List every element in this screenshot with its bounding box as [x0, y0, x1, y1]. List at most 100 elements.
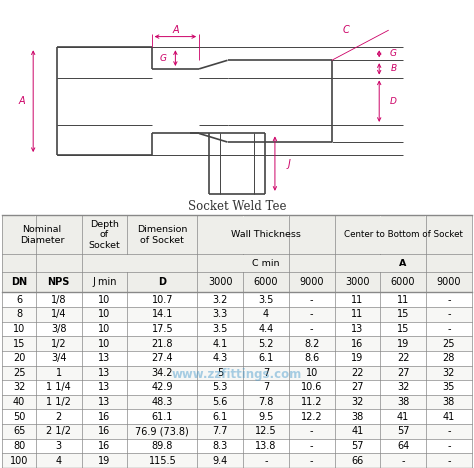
Text: 1 1/4: 1 1/4 — [46, 382, 71, 393]
Bar — [2, 410, 472, 424]
Text: 6000: 6000 — [254, 277, 278, 287]
Text: 13.8: 13.8 — [255, 441, 277, 451]
Text: 6.1: 6.1 — [258, 353, 273, 363]
Text: 16: 16 — [351, 338, 364, 349]
Text: 8.3: 8.3 — [213, 441, 228, 451]
Text: 9000: 9000 — [437, 277, 461, 287]
Text: 25: 25 — [13, 368, 26, 378]
Text: 3/8: 3/8 — [51, 324, 66, 334]
Text: 3/4: 3/4 — [51, 353, 66, 363]
Text: 15: 15 — [397, 324, 409, 334]
Bar — [288, 216, 289, 254]
Text: 6: 6 — [16, 295, 22, 305]
Text: 41: 41 — [351, 426, 364, 436]
Text: 15: 15 — [13, 338, 25, 349]
Bar — [2, 439, 472, 453]
Text: 12.2: 12.2 — [301, 412, 322, 422]
Text: 11.2: 11.2 — [301, 397, 322, 407]
Text: 5.2: 5.2 — [258, 338, 273, 349]
Text: 15: 15 — [397, 309, 409, 319]
Bar — [2, 336, 472, 351]
Text: 3.3: 3.3 — [213, 309, 228, 319]
Text: 27.4: 27.4 — [152, 353, 173, 363]
Text: 14.1: 14.1 — [152, 309, 173, 319]
Text: DN: DN — [11, 277, 27, 287]
Text: NPS: NPS — [47, 277, 70, 287]
Bar — [2, 292, 472, 307]
Text: -: - — [310, 456, 313, 466]
Text: 57: 57 — [351, 441, 364, 451]
Bar — [81, 255, 82, 272]
Text: 1/2: 1/2 — [51, 338, 66, 349]
Text: -: - — [447, 309, 450, 319]
Text: A: A — [18, 96, 25, 106]
Bar — [2, 322, 472, 336]
Text: 11: 11 — [351, 295, 364, 305]
Text: 38: 38 — [351, 412, 364, 422]
Text: 50: 50 — [13, 412, 25, 422]
Text: 100: 100 — [10, 456, 28, 466]
Text: 2: 2 — [55, 412, 62, 422]
Bar — [127, 255, 128, 272]
Text: 8: 8 — [16, 309, 22, 319]
Text: -: - — [447, 295, 450, 305]
Text: 7.8: 7.8 — [258, 397, 273, 407]
Text: 1/4: 1/4 — [51, 309, 66, 319]
Text: 38: 38 — [397, 397, 409, 407]
Text: 12.5: 12.5 — [255, 426, 277, 436]
Text: 35: 35 — [443, 382, 455, 393]
Text: D: D — [390, 97, 397, 106]
Text: 10: 10 — [306, 368, 318, 378]
Text: G: G — [160, 54, 167, 63]
Text: 20: 20 — [13, 353, 25, 363]
Text: 65: 65 — [13, 426, 25, 436]
Text: 40: 40 — [13, 397, 25, 407]
Text: Nominal
Diameter: Nominal Diameter — [20, 225, 64, 245]
Text: 21.8: 21.8 — [152, 338, 173, 349]
Bar — [2, 453, 472, 468]
Text: 89.8: 89.8 — [152, 441, 173, 451]
Bar — [2, 380, 472, 395]
Text: 115.5: 115.5 — [148, 456, 176, 466]
Text: 41: 41 — [443, 412, 455, 422]
Bar — [426, 255, 427, 272]
Text: 9.4: 9.4 — [213, 456, 228, 466]
Text: C: C — [343, 25, 349, 35]
Text: 3: 3 — [55, 441, 62, 451]
Text: -: - — [401, 456, 405, 466]
Text: 11: 11 — [397, 295, 409, 305]
Bar — [2, 395, 472, 410]
Text: 2 1/2: 2 1/2 — [46, 426, 71, 436]
Text: 4.3: 4.3 — [213, 353, 228, 363]
Text: 25: 25 — [443, 338, 455, 349]
Bar — [2, 215, 472, 292]
Text: 5.3: 5.3 — [212, 382, 228, 393]
Bar — [2, 351, 472, 366]
Text: 61.1: 61.1 — [152, 412, 173, 422]
Text: -: - — [310, 426, 313, 436]
Text: -: - — [447, 426, 450, 436]
Text: 32: 32 — [351, 397, 364, 407]
Text: J: J — [288, 159, 291, 168]
Text: Wall Thickness: Wall Thickness — [231, 230, 301, 239]
Text: 4: 4 — [55, 456, 62, 466]
Bar — [380, 216, 381, 254]
Text: 10.7: 10.7 — [152, 295, 173, 305]
Text: B: B — [391, 65, 396, 73]
Bar — [2, 307, 472, 322]
Text: 4.4: 4.4 — [258, 324, 273, 334]
Text: 22: 22 — [397, 353, 410, 363]
Text: J min: J min — [92, 277, 117, 287]
Text: 48.3: 48.3 — [152, 397, 173, 407]
Text: 9.5: 9.5 — [258, 412, 273, 422]
Text: D: D — [158, 277, 166, 287]
Text: Dimension
of Socket: Dimension of Socket — [137, 225, 188, 245]
Text: 13: 13 — [351, 324, 364, 334]
Text: 32: 32 — [443, 368, 455, 378]
Text: -: - — [310, 324, 313, 334]
Text: 16: 16 — [98, 426, 110, 436]
Text: 64: 64 — [397, 441, 409, 451]
Text: 5.6: 5.6 — [212, 397, 228, 407]
Text: 10: 10 — [13, 324, 25, 334]
Text: 28: 28 — [443, 353, 455, 363]
